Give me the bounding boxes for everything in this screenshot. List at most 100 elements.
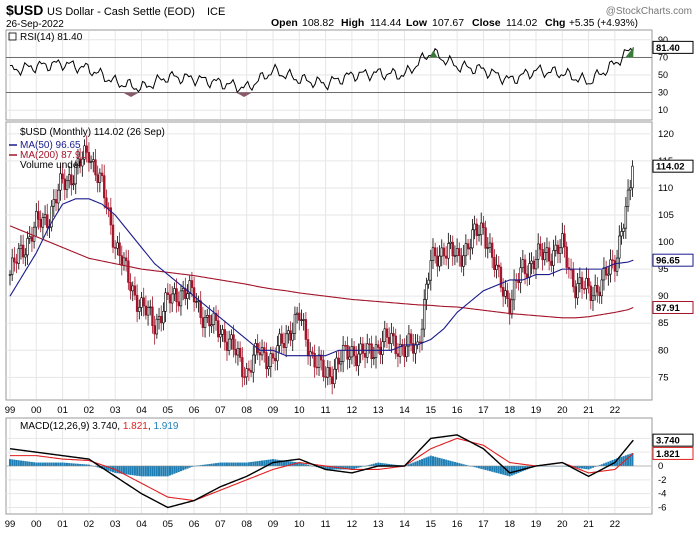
candle-body xyxy=(302,319,305,321)
close-label: Close xyxy=(472,17,501,29)
candle-body xyxy=(306,339,310,357)
macd-hist-bar xyxy=(585,466,588,470)
macd-hist-bar xyxy=(258,460,261,466)
macd-hist-bar xyxy=(144,466,147,477)
macd-hist-bar xyxy=(381,463,384,466)
candle-body xyxy=(420,328,424,343)
candle-body xyxy=(155,318,159,335)
macd-hist-bar xyxy=(591,466,594,468)
candle-body xyxy=(124,257,128,262)
macd-hist-bar xyxy=(149,466,152,477)
candle-body xyxy=(554,244,557,251)
candle-body xyxy=(431,247,435,261)
macd-hist-bar xyxy=(510,466,513,476)
candle-body xyxy=(111,224,115,248)
macd-hist-bar xyxy=(342,466,345,470)
high-value: 114.44 xyxy=(370,17,401,29)
macd-hist-bar xyxy=(105,466,108,471)
x-label-bottom-04: 04 xyxy=(136,519,147,530)
candle-body xyxy=(157,315,161,320)
candle-body xyxy=(510,299,514,315)
macd-hist-bar xyxy=(618,457,621,466)
macd-hist-bar xyxy=(377,462,380,466)
candle-body xyxy=(504,290,507,297)
candle-body xyxy=(587,277,590,287)
date-label: 26-Sep-2022 xyxy=(6,19,64,30)
macd-hist-bar xyxy=(22,460,25,466)
candle-body xyxy=(346,345,349,360)
candle-body xyxy=(116,242,119,249)
candle-body xyxy=(72,183,75,186)
candle-body xyxy=(287,330,290,335)
price-legend-main: $USD (Monthly) 114.02 (26 Sep) xyxy=(20,127,165,138)
macd-hist-bar xyxy=(278,459,281,466)
macd-hist-bar xyxy=(83,464,86,466)
candle-body xyxy=(105,197,108,209)
candle-body xyxy=(98,172,102,183)
macd-hist-bar xyxy=(223,462,226,466)
macd-hist-bar xyxy=(324,466,327,470)
macd-hist-bar xyxy=(480,466,483,469)
macd-hist-bar xyxy=(499,466,502,475)
x-label-bottom-02: 02 xyxy=(84,519,95,530)
macd-hist-bar xyxy=(598,465,601,466)
macd-hist-bar xyxy=(85,464,88,466)
macd-hist-bar xyxy=(204,464,207,466)
x-label-21: 21 xyxy=(583,405,594,416)
candle-body xyxy=(243,376,246,378)
macd-hist-bar xyxy=(168,466,171,476)
candle-body xyxy=(440,247,443,257)
candle-body xyxy=(278,333,281,347)
candle-body xyxy=(175,288,178,303)
candle-body xyxy=(94,159,97,176)
candle-body xyxy=(140,297,143,308)
candle-body xyxy=(381,341,384,355)
ma200-tag-box xyxy=(652,300,694,314)
candle-body xyxy=(490,242,494,258)
candle-body xyxy=(276,345,279,362)
macd-hist-bar xyxy=(243,462,246,466)
price-close-tag: 114.02 xyxy=(656,162,685,173)
candle-body xyxy=(383,328,386,342)
price-tick-80: 80 xyxy=(658,345,669,356)
candle-body xyxy=(361,343,365,354)
x-label-bottom-13: 13 xyxy=(373,519,384,530)
macd-hist-bar xyxy=(388,463,391,466)
macd-hist-bar xyxy=(116,466,119,474)
candle-body xyxy=(385,328,389,338)
macd-hist-bar xyxy=(13,459,16,466)
candle-body xyxy=(541,248,544,261)
macd-hist-bar xyxy=(353,466,356,469)
macd-hist-bar xyxy=(298,462,301,466)
candle-body xyxy=(247,368,251,371)
candle-body xyxy=(181,288,185,292)
macd-hist-bar xyxy=(348,466,351,470)
macd-tick-0: 0 xyxy=(658,461,663,472)
macd-hist-bar xyxy=(616,458,619,466)
macd-hist-bar xyxy=(247,462,250,466)
macd-hist-bar xyxy=(147,466,150,477)
candle-body xyxy=(166,292,169,295)
macd-hist-bar xyxy=(74,463,77,466)
macd-hist-bar xyxy=(629,453,632,466)
macd-hist-bar xyxy=(379,462,382,466)
macd-hist-bar xyxy=(59,462,62,466)
rsi-oversold-fill xyxy=(123,92,139,97)
macd-hist-bar xyxy=(210,463,213,466)
macd-hist-bar xyxy=(190,466,193,467)
candle-body xyxy=(208,315,211,327)
candle-body xyxy=(245,368,248,378)
macd-hist-bar xyxy=(129,466,132,475)
macd-hist-bar xyxy=(65,462,68,466)
macd-hist-bar xyxy=(436,457,439,466)
x-label-bottom-12: 12 xyxy=(347,519,358,530)
rsi-oversold-fill xyxy=(236,92,252,97)
macd-hist-bar xyxy=(254,461,257,466)
candle-body xyxy=(493,257,496,271)
candle-body xyxy=(473,223,476,231)
candle-body xyxy=(203,316,207,328)
macd-hist-bar xyxy=(497,466,500,474)
candle-body xyxy=(611,259,614,261)
macd-hist-bar xyxy=(162,466,165,477)
macd-value: 3.740 xyxy=(92,421,117,432)
